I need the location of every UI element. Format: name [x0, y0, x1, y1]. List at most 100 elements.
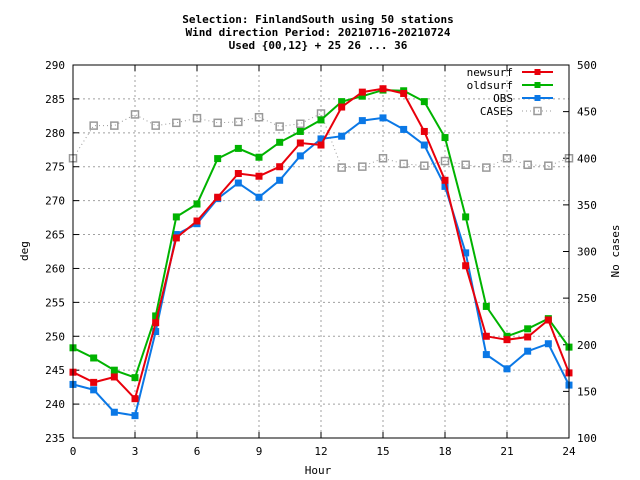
data-point-oldsurf — [462, 213, 470, 221]
data-point-OBS — [234, 179, 242, 187]
data-point-CASES — [378, 154, 388, 163]
data-point-newsurf — [338, 103, 346, 111]
x-tick-label: 15 — [376, 445, 389, 458]
data-point-oldsurf — [482, 302, 490, 310]
series-CASES — [68, 109, 574, 172]
data-point-OBS — [544, 340, 552, 348]
data-point-newsurf — [379, 85, 387, 93]
y-axis-label: deg — [18, 241, 31, 261]
data-point-CASES — [254, 112, 264, 122]
title-line-3: Used {00,12} + 25 26 ... 36 — [229, 39, 408, 52]
data-point-newsurf — [400, 89, 408, 97]
legend-marker — [534, 95, 541, 101]
data-point-CASES — [110, 121, 119, 130]
data-point-oldsurf — [234, 144, 242, 152]
y2-tick-label: 200 — [577, 339, 597, 352]
data-point-OBS — [276, 176, 284, 184]
data-point-CASES — [172, 118, 181, 128]
data-point-OBS — [338, 132, 346, 140]
data-point-newsurf — [296, 139, 304, 147]
data-point-newsurf — [90, 378, 98, 386]
y2-tick-label: 100 — [577, 432, 597, 445]
series-oldsurf — [69, 86, 573, 382]
data-point-CASES — [234, 117, 243, 127]
data-point-newsurf — [214, 193, 222, 201]
y-tick-label: 260 — [45, 262, 65, 275]
data-point-CASES — [89, 121, 98, 130]
data-point-newsurf — [462, 262, 470, 270]
series-newsurf — [69, 85, 573, 403]
legend-label: newsurf — [467, 66, 513, 79]
data-point-oldsurf — [110, 366, 118, 374]
data-point-newsurf — [358, 88, 366, 96]
data-point-oldsurf — [193, 200, 201, 208]
data-point-oldsurf — [131, 374, 139, 382]
data-point-newsurf — [234, 170, 242, 178]
data-point-newsurf — [172, 234, 180, 242]
legend-marker — [534, 82, 541, 88]
x-tick-label: 3 — [132, 445, 139, 458]
data-point-CASES — [544, 161, 553, 170]
data-point-newsurf — [317, 141, 325, 149]
data-point-newsurf — [441, 176, 449, 184]
data-point-newsurf — [524, 333, 532, 341]
y2-tick-label: 500 — [577, 59, 597, 72]
y2-tick-label: 300 — [577, 246, 597, 259]
legend-label: OBS — [493, 92, 513, 105]
x-tick-label: 21 — [500, 445, 513, 458]
x-tick-label: 18 — [438, 445, 451, 458]
legend-item-newsurf: newsurf — [467, 66, 553, 79]
title-line-1: Selection: FinlandSouth using 50 station… — [182, 13, 454, 26]
y2-tick-label: 450 — [577, 106, 597, 119]
data-point-CASES — [358, 162, 367, 171]
data-point-oldsurf — [172, 213, 180, 221]
x-tick-label: 9 — [256, 445, 263, 458]
data-point-oldsurf — [214, 155, 222, 163]
data-point-newsurf — [276, 163, 284, 171]
data-point-OBS — [296, 152, 304, 160]
x-axis-label: Hour — [305, 464, 332, 477]
data-point-OBS — [400, 125, 408, 133]
legend-item-oldsurf: oldsurf — [467, 79, 553, 92]
data-point-OBS — [503, 365, 511, 373]
data-point-oldsurf — [296, 127, 304, 135]
y2-tick-label: 250 — [577, 292, 597, 305]
y-tick-label: 250 — [45, 330, 65, 343]
data-point-oldsurf — [90, 354, 98, 362]
y2-axis-label: No cases — [609, 225, 622, 278]
data-point-CASES — [275, 122, 284, 131]
y-tick-label: 275 — [45, 161, 65, 174]
data-point-OBS — [524, 347, 532, 355]
data-point-oldsurf — [317, 116, 325, 124]
legend-item-CASES: CASES — [480, 105, 553, 118]
axis-ticks: 0 3 6 9 12 15 18 21 24 235 240 245 250 255 260 265 270 27… — [45, 59, 597, 458]
legend-marker — [534, 69, 541, 75]
x-tick-label: 24 — [562, 445, 576, 458]
legend-label: oldsurf — [467, 79, 513, 92]
data-point-CASES — [151, 121, 160, 130]
data-point-newsurf — [482, 332, 490, 340]
data-point-newsurf — [152, 319, 160, 327]
data-point-OBS — [420, 141, 428, 149]
y-tick-label: 285 — [45, 93, 65, 106]
data-point-OBS — [90, 386, 98, 394]
data-point-OBS — [131, 412, 139, 420]
legend-item-OBS: OBS — [493, 92, 553, 105]
y-tick-label: 240 — [45, 398, 65, 411]
data-point-oldsurf — [276, 138, 284, 146]
title-line-2: Wind direction Period: 20210716-20210724 — [186, 26, 451, 39]
data-point-CASES — [420, 161, 429, 170]
data-point-newsurf — [420, 127, 428, 135]
y-tick-label: 270 — [45, 195, 65, 208]
data-point-CASES — [461, 160, 470, 170]
axis-labels: Hour deg No cases — [18, 225, 622, 477]
data-point-CASES — [130, 110, 140, 119]
data-point-oldsurf — [255, 153, 263, 161]
y2-tick-label: 400 — [577, 152, 597, 165]
series-layer — [68, 85, 574, 420]
data-point-oldsurf — [441, 134, 449, 142]
y-tick-label: 280 — [45, 127, 65, 140]
data-point-newsurf — [503, 336, 511, 344]
